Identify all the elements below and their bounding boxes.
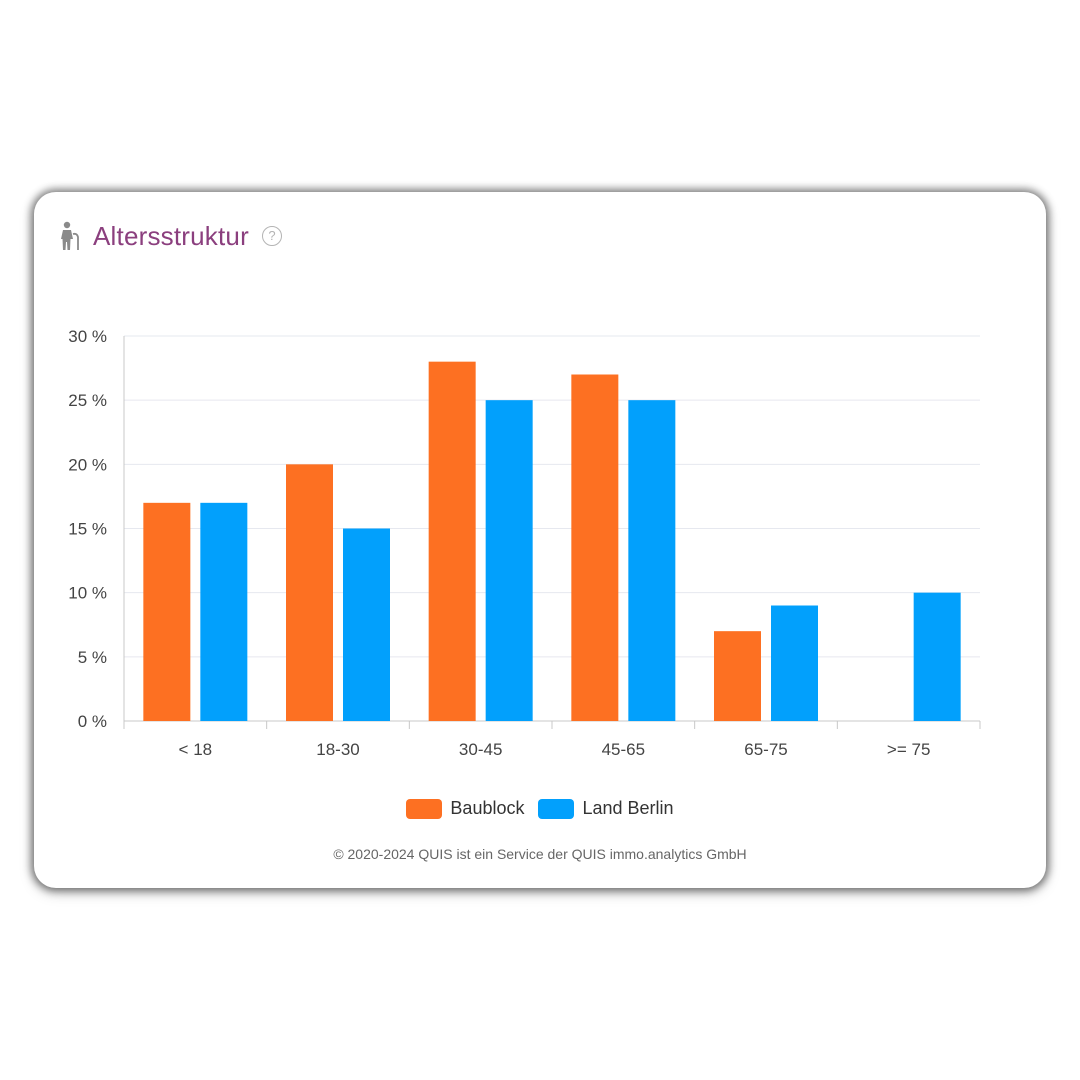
y-tick-label: 5 % <box>78 648 107 667</box>
legend-label: Land Berlin <box>582 798 674 818</box>
legend-swatch <box>538 798 575 819</box>
bar-baublock-0 <box>143 502 191 721</box>
legend-item-baublock[interactable]: Baublock <box>406 798 524 819</box>
card-title: Altersstruktur <box>93 220 249 251</box>
x-tick-label: 45-65 <box>602 740 645 759</box>
bar-baublock-1 <box>286 464 333 721</box>
legend-label: Baublock <box>450 798 525 818</box>
x-tick-label: 18-30 <box>316 740 359 759</box>
bar-land-berlin-0 <box>200 502 248 721</box>
bar-land-berlin-3 <box>628 400 676 721</box>
help-icon[interactable]: ? <box>261 226 282 246</box>
chart-legend: Baublock Land Berlin <box>34 798 1046 819</box>
x-tick-label: 65-75 <box>744 740 787 759</box>
bar-land-berlin-5 <box>913 592 961 721</box>
y-tick-label: 0 % <box>78 712 107 731</box>
y-tick-label: 20 % <box>68 455 107 474</box>
bar-land-berlin-2 <box>485 400 533 721</box>
legend-item-land-berlin[interactable]: Land Berlin <box>538 798 674 819</box>
bar-baublock-2 <box>428 361 476 721</box>
card-header: Altersstruktur ? <box>58 220 282 252</box>
bar-baublock-4 <box>714 631 761 721</box>
x-tick-label: 30-45 <box>459 740 502 759</box>
y-tick-label: 15 % <box>68 520 107 539</box>
y-tick-label: 10 % <box>68 584 107 603</box>
x-tick-label: >= 75 <box>887 740 931 759</box>
person-with-cane-icon <box>61 221 79 250</box>
bar-land-berlin-1 <box>343 528 390 721</box>
y-tick-label: 30 % <box>68 327 107 346</box>
copyright-footer: © 2020-2024 QUIS ist ein Service der QUI… <box>333 846 747 862</box>
bar-land-berlin-4 <box>771 605 818 721</box>
x-tick-label: < 18 <box>179 740 213 759</box>
bar-chart: 0 % 5 % 10 % 15 % 20 % 25 % 30 % < 18 18-30 30-45… <box>68 327 981 759</box>
legend-swatch <box>406 798 443 819</box>
bar-baublock-3 <box>571 374 619 721</box>
chart-card: Altersstruktur ? 0 % 5 % 10 % 15 % 20 % 25 % 3… <box>34 192 1046 888</box>
y-tick-label: 25 % <box>68 391 107 410</box>
